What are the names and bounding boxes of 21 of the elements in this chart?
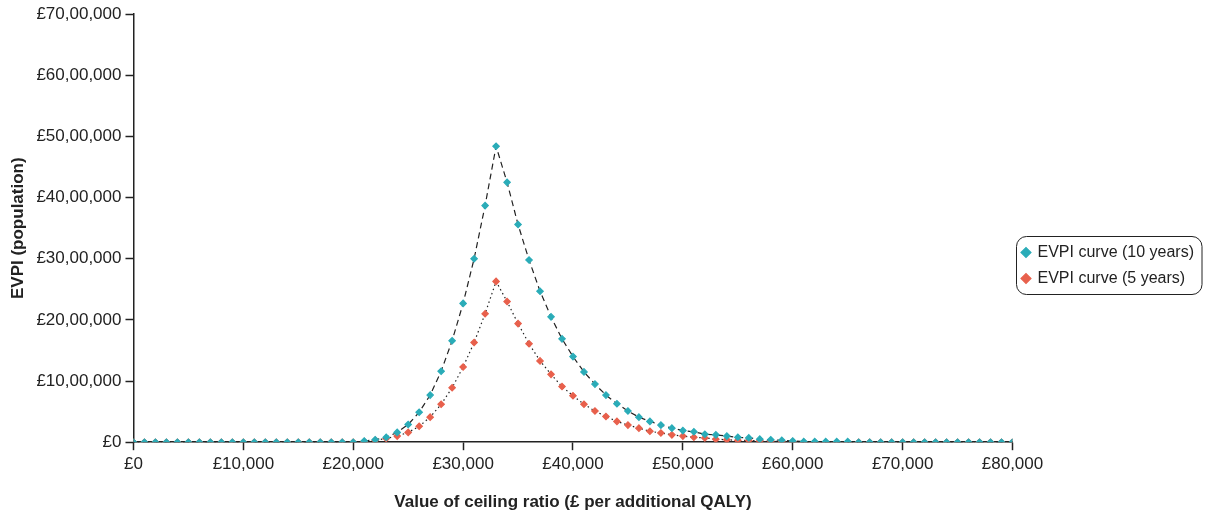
y-axis-title: EVPI (population) [7,157,27,300]
x-tick-label: £10,000 [212,454,275,474]
y-tick-label: £20,00,000 [36,309,122,329]
x-tick-label: £30,000 [432,454,494,474]
x-tick-label: £80,000 [981,454,1044,474]
y-tick-label: £10,00,000 [36,370,122,390]
y-tick-label: £40,00,000 [36,187,122,207]
x-tick-label: £0 [124,454,143,474]
y-tick-label: £30,00,000 [36,248,122,268]
y-tick-label: £50,00,000 [36,126,122,146]
x-tick-label: £50,000 [652,454,714,474]
y-tick-label: £60,00,000 [36,65,122,85]
x-tick-label: £60,000 [762,454,824,474]
x-axis-title: Value of ceiling ratio (£ per additional QALY) [394,492,752,512]
y-tick-label: £70,00,000 [36,3,122,23]
x-tick-label: £70,000 [871,454,934,474]
legend-label: EVPI curve (10 years) [1037,242,1194,260]
y-tick-label: £0 [102,431,122,451]
x-tick-label: £40,000 [542,454,604,474]
x-tick-label: £20,000 [322,454,384,474]
legend-label: EVPI curve (5 years) [1037,268,1186,286]
